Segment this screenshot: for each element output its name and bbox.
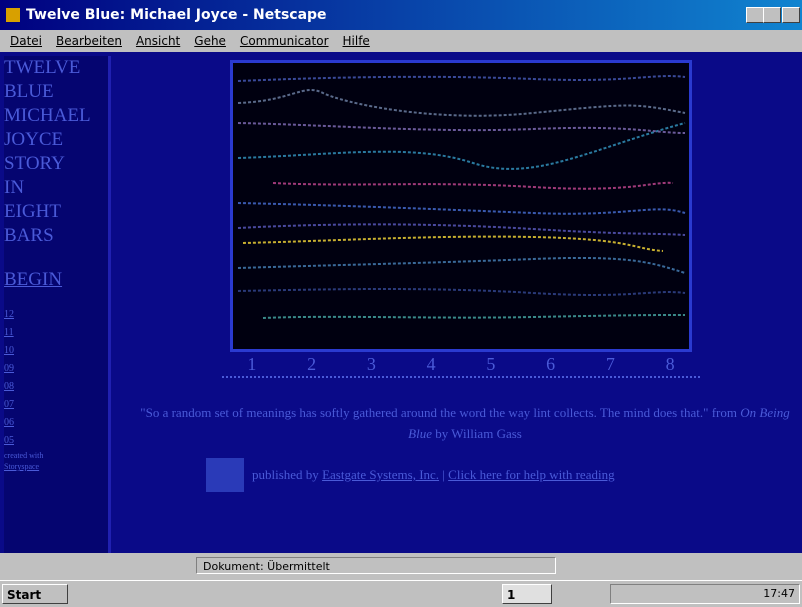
title-line: JOYCE xyxy=(4,128,108,152)
title-line: MICHAEL xyxy=(4,104,108,128)
thread xyxy=(238,123,685,133)
quote-author: by William Gass xyxy=(432,426,522,441)
thread xyxy=(273,183,673,189)
section-link[interactable]: 11 xyxy=(4,324,108,342)
section-link[interactable]: 10 xyxy=(4,342,108,360)
menu-item[interactable]: Bearbeiten xyxy=(56,30,122,52)
task-button[interactable]: 1 xyxy=(502,584,552,604)
footer-text: published by xyxy=(252,467,322,482)
section-link[interactable]: 06 xyxy=(4,414,108,432)
app-icon xyxy=(6,8,20,22)
bar-link[interactable]: 4 xyxy=(427,354,436,376)
title-line: TWELVE xyxy=(4,56,108,80)
storyspace-link[interactable]: Storyspace xyxy=(4,461,108,472)
menu-item[interactable]: Hilfe xyxy=(343,30,370,52)
title-line: BLUE xyxy=(4,80,108,104)
menu-item[interactable]: Gehe xyxy=(194,30,226,52)
quote-text: "So a random set of meanings has softly … xyxy=(140,405,740,420)
title-bar: Twelve Blue: Michael Joyce - Netscape xyxy=(0,0,802,30)
footer: published by Eastgate Systems, Inc. | Cl… xyxy=(206,458,766,492)
quote: "So a random set of meanings has softly … xyxy=(130,402,800,444)
bar-links: 1 2 3 4 5 6 7 8 xyxy=(222,354,700,378)
title-line: STORY xyxy=(4,152,108,176)
section-link[interactable]: 09 xyxy=(4,360,108,378)
bar-link[interactable]: 3 xyxy=(367,354,376,376)
screen: Twelve Blue: Michael Joyce - Netscape Da… xyxy=(0,0,802,606)
taskbar: Start 1 17:47 xyxy=(0,580,802,607)
created-with: created with xyxy=(4,450,108,461)
begin-link[interactable]: BEGIN xyxy=(4,268,108,292)
status-bar: Dokument: Übermittelt xyxy=(0,553,802,580)
threads xyxy=(233,63,689,349)
bar-link[interactable]: 7 xyxy=(606,354,615,376)
bar-link[interactable]: 2 xyxy=(307,354,316,376)
thread xyxy=(238,123,685,169)
thread xyxy=(238,258,685,273)
thread xyxy=(238,76,685,81)
title-line: BARS xyxy=(4,224,108,248)
thread-image[interactable] xyxy=(230,60,692,352)
eastgate-logo[interactable] xyxy=(206,458,244,492)
publisher-link[interactable]: Eastgate Systems, Inc. xyxy=(322,467,439,482)
bar-link[interactable]: 1 xyxy=(247,354,256,376)
thread xyxy=(238,289,685,295)
section-link[interactable]: 07 xyxy=(4,396,108,414)
separator: | xyxy=(439,467,448,482)
maximize-button[interactable] xyxy=(763,7,781,23)
minimize-button[interactable] xyxy=(746,7,764,23)
bar-link[interactable]: 6 xyxy=(546,354,555,376)
section-link[interactable]: 05 xyxy=(4,432,108,450)
thread xyxy=(238,203,685,214)
system-tray: 17:47 xyxy=(610,584,800,604)
section-link[interactable]: 08 xyxy=(4,378,108,396)
thread xyxy=(263,315,685,318)
thread xyxy=(238,224,685,235)
section-link[interactable]: 12 xyxy=(4,306,108,324)
start-button[interactable]: Start xyxy=(2,584,68,604)
bar-link[interactable]: 5 xyxy=(486,354,495,376)
title-line: IN xyxy=(4,176,108,200)
help-link[interactable]: Click here for help with reading xyxy=(448,467,614,482)
menu-item[interactable]: Communicator xyxy=(240,30,329,52)
status-text: Dokument: Übermittelt xyxy=(196,557,556,574)
title-line: EIGHT xyxy=(4,200,108,224)
clock: 17:47 xyxy=(763,587,795,600)
window-title: Twelve Blue: Michael Joyce - Netscape xyxy=(26,0,327,30)
thread xyxy=(243,237,663,251)
close-button[interactable] xyxy=(782,7,800,23)
menu-item[interactable]: Datei xyxy=(10,30,42,52)
menu-item[interactable]: Ansicht xyxy=(136,30,180,52)
thread xyxy=(238,90,685,116)
menu-bar: Datei Bearbeiten Ansicht Gehe Communicator Hi… xyxy=(0,30,802,52)
bar-link[interactable]: 8 xyxy=(666,354,675,376)
